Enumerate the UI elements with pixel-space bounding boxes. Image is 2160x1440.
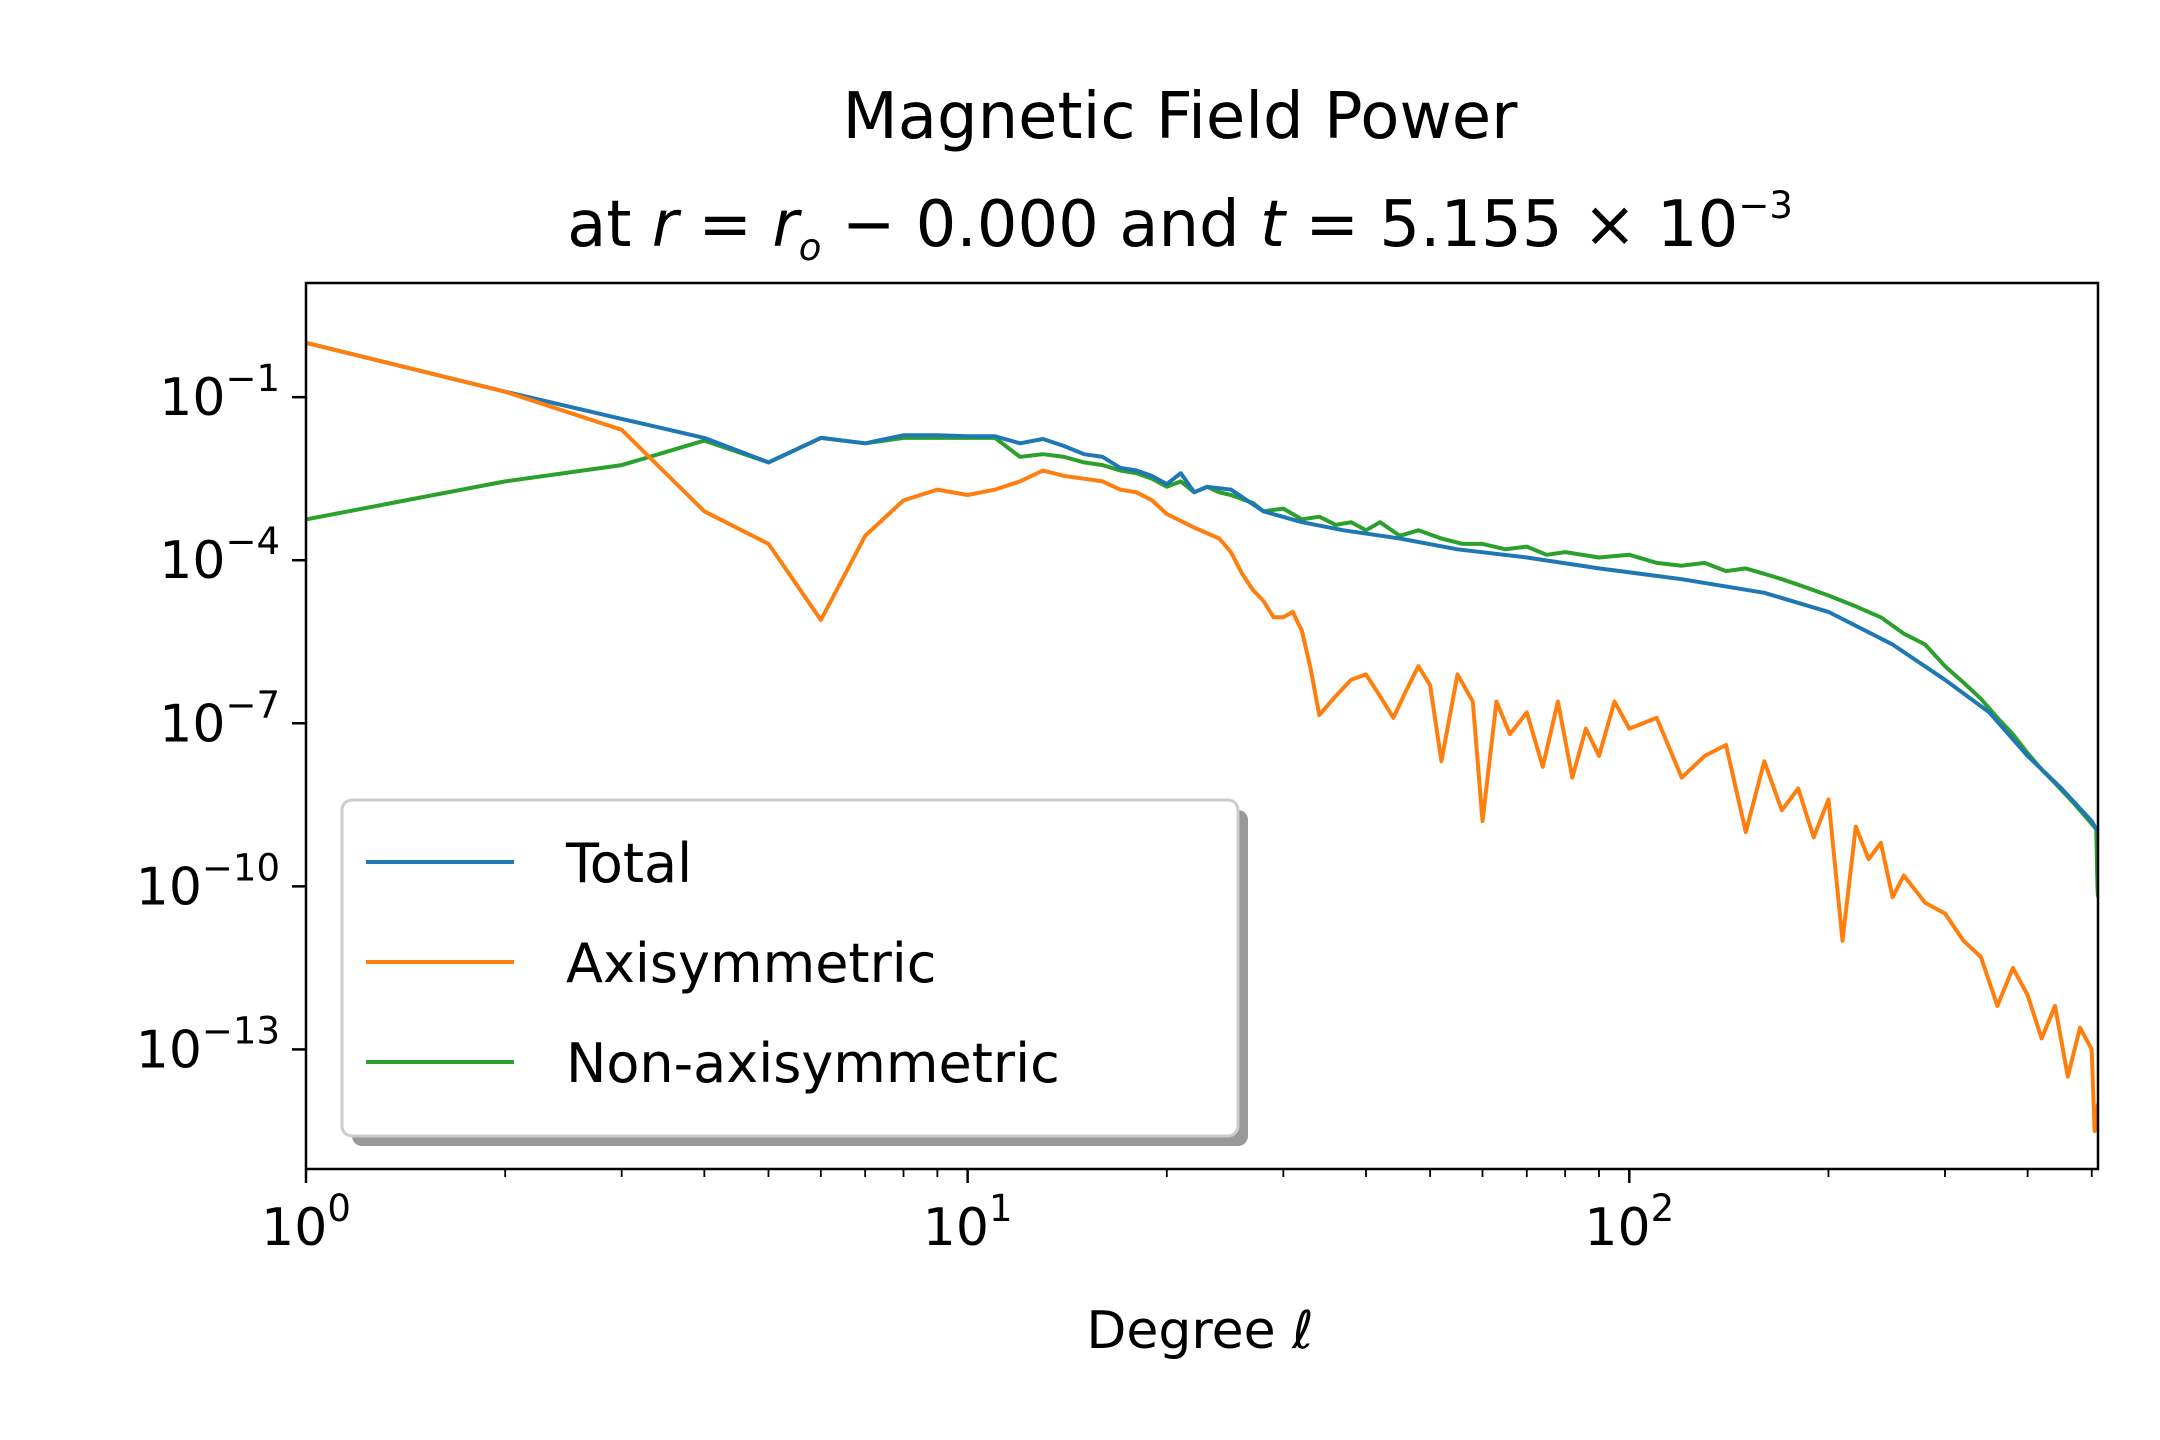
series-line-non-axisymmetric xyxy=(306,435,2098,898)
subtitle-ro-base: r xyxy=(772,188,802,262)
series-line-total xyxy=(306,340,2098,834)
chart-subtitle: at r = ro − 0.000 and t = 5.155 × 10−3 xyxy=(567,184,1793,269)
chart-title: Magnetic Field Power xyxy=(843,80,1519,154)
subtitle-r: r xyxy=(652,188,682,262)
y-ticks: 10−1 10−4 10−7 10−10 10−13 xyxy=(136,357,306,1080)
series-group xyxy=(306,340,2098,1133)
x-ticks: 100 101 102 xyxy=(261,1169,1674,1258)
legend-label: Non-axisymmetric xyxy=(566,1032,1060,1095)
x-tick-label: 100 xyxy=(261,1187,351,1258)
x-tick-label: 101 xyxy=(923,1187,1013,1258)
x-axis-label: Degree ℓ xyxy=(1086,1301,1313,1361)
subtitle-eq2: = xyxy=(1285,188,1379,262)
subtitle-t-value: 5.155 × 10 xyxy=(1379,188,1738,262)
subtitle-t: t xyxy=(1260,188,1288,262)
y-tick-label: 10−7 xyxy=(159,683,280,754)
x-tick-label: 102 xyxy=(1584,1187,1674,1258)
subtitle-prefix: at xyxy=(567,188,652,262)
y-tick-label: 10−4 xyxy=(159,520,280,591)
subtitle-ro-sub: o xyxy=(799,226,822,269)
plot-frame xyxy=(304,281,2100,1171)
legend-box xyxy=(340,798,1240,1138)
subtitle-minus: − xyxy=(821,188,915,262)
subtitle-eq1: = xyxy=(678,188,772,262)
y-tick-label: 10−13 xyxy=(136,1009,280,1080)
legend-label: Total xyxy=(565,832,692,895)
subtitle-and: and xyxy=(1099,188,1260,262)
subtitle-t-exponent: −3 xyxy=(1738,184,1793,227)
y-tick-label: 10−1 xyxy=(159,357,280,428)
subtitle-r-value: 0.000 xyxy=(916,188,1099,262)
legend-label: Axisymmetric xyxy=(566,932,937,995)
legend: Total Axisymmetric Non-axisymmetric xyxy=(340,798,1248,1146)
series-line-axisymmetric xyxy=(306,340,2098,1133)
x-minor-ticks xyxy=(504,1169,2093,1177)
y-tick-label: 10−10 xyxy=(136,846,280,917)
